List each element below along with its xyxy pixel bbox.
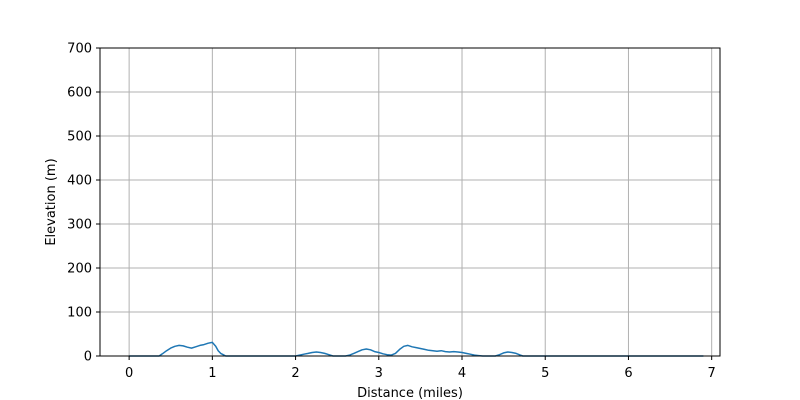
y-tick-label: 500 (67, 130, 92, 145)
y-tick-label: 600 (67, 86, 92, 101)
x-tick-label: 3 (375, 366, 383, 381)
y-tick-label: 100 (67, 306, 92, 321)
x-tick-label: 5 (541, 366, 549, 381)
ticks: 0 1 2 3 4 5 6 7 0 100 200 300 400 500 600 700 (67, 42, 716, 382)
x-tick-label: 1 (208, 366, 216, 381)
x-axis-label: Distance (miles) (357, 386, 463, 400)
y-tick-label: 0 (84, 350, 92, 365)
y-axis-label: Elevation (m) (44, 158, 59, 245)
grid (100, 47, 720, 357)
y-tick-label: 700 (67, 42, 92, 57)
y-tick-label: 200 (67, 262, 92, 277)
x-tick-label: 6 (624, 366, 632, 381)
axes-frame (99, 47, 721, 357)
y-tick-label: 400 (67, 174, 92, 189)
y-tick-label: 300 (67, 218, 92, 233)
x-tick-label: 4 (458, 366, 466, 381)
x-tick-label: 2 (291, 366, 299, 381)
x-tick-label: 7 (708, 366, 716, 381)
x-tick-label: 0 (125, 366, 133, 381)
